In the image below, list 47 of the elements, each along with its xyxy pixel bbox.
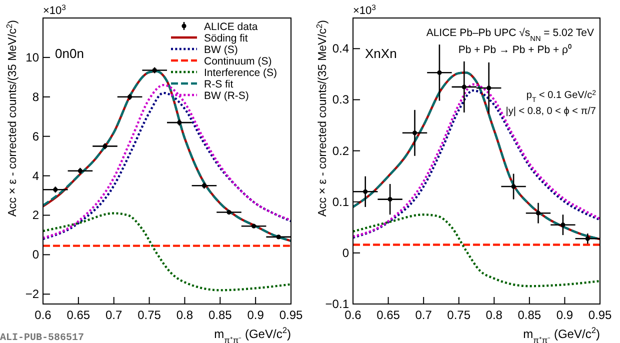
x-tick-label: 0.6 xyxy=(344,308,362,322)
x-tick-label: 0.95 xyxy=(279,308,303,322)
x-axis-title: m$_{π⁺π⁻}$ (GeV/c$^{2}$) xyxy=(523,325,600,343)
legend-label: R-S fit xyxy=(204,78,234,90)
y-tick-label: 0.4 xyxy=(332,42,350,56)
x-tick-label: 0.65 xyxy=(376,308,400,322)
x-tick-label: 0.8 xyxy=(486,308,503,322)
x-tick-label: 0.65 xyxy=(66,308,90,322)
y-tick-label: 0 xyxy=(32,248,40,262)
annotation: XnXn xyxy=(365,46,397,61)
x-tick-label: 0.75 xyxy=(138,308,162,322)
annotation: ALICE Pb–Pb UPC √s$_{NN}$ = 5.02 TeV xyxy=(426,27,594,42)
legend-label: Interference (S) xyxy=(204,67,277,79)
x-tick-label: 0.9 xyxy=(247,308,264,322)
y-tick-label: −0.1 xyxy=(325,297,350,311)
legend-label: Continuum (S) xyxy=(204,56,272,68)
x-tick-label: 0.9 xyxy=(556,308,574,322)
x-tick-label: 0.7 xyxy=(106,308,123,322)
annotation: p$_{T}$ < 0.1 GeV/c$^{2}$ xyxy=(526,90,596,104)
y-tick-label: 10 xyxy=(26,50,40,64)
y-tick-label: 0.1 xyxy=(332,194,350,209)
x-tick-label: 0.6 xyxy=(34,308,52,322)
annotation: Pb + Pb → Pb + Pb + ρ⁰ xyxy=(458,44,572,56)
legend-label: ALICE data xyxy=(204,21,258,33)
y-tick-label: 0 xyxy=(342,246,350,260)
annotation: |y| < 0.8, 0 < ϕ < π/7 xyxy=(506,106,596,117)
x-axis-title: m$_{π⁺π⁻}$ (GeV/c$^{2}$) xyxy=(214,325,291,343)
text: ×10$^{3}$ xyxy=(353,2,376,17)
x-tick-label: 0.75 xyxy=(447,308,471,322)
x-tick-label: 0.8 xyxy=(176,308,194,322)
x-tick-label: 0.95 xyxy=(588,308,612,322)
x-tick-label: 0.85 xyxy=(518,308,542,322)
legend-label: BW (S) xyxy=(204,44,238,56)
y-tick-label: −2 xyxy=(25,287,40,302)
y-tick-label: 4 xyxy=(32,168,40,183)
legend-label: BW (R-S) xyxy=(204,90,249,102)
y-tick-label: 2 xyxy=(32,208,40,222)
y-tick-label: 0.2 xyxy=(332,144,350,158)
y-tick-label: 8 xyxy=(32,90,40,104)
legend-label: Söding fit xyxy=(204,32,248,44)
annotation: 0n0n xyxy=(55,46,84,61)
text: ALI-PUB-586517 xyxy=(0,333,84,343)
y-tick-label: 6 xyxy=(32,129,40,144)
text: ×10$^{3}$ xyxy=(43,2,66,17)
y-tick-label: 0.3 xyxy=(332,92,350,107)
x-tick-label: 0.7 xyxy=(415,308,432,322)
x-tick-label: 0.85 xyxy=(208,308,232,322)
